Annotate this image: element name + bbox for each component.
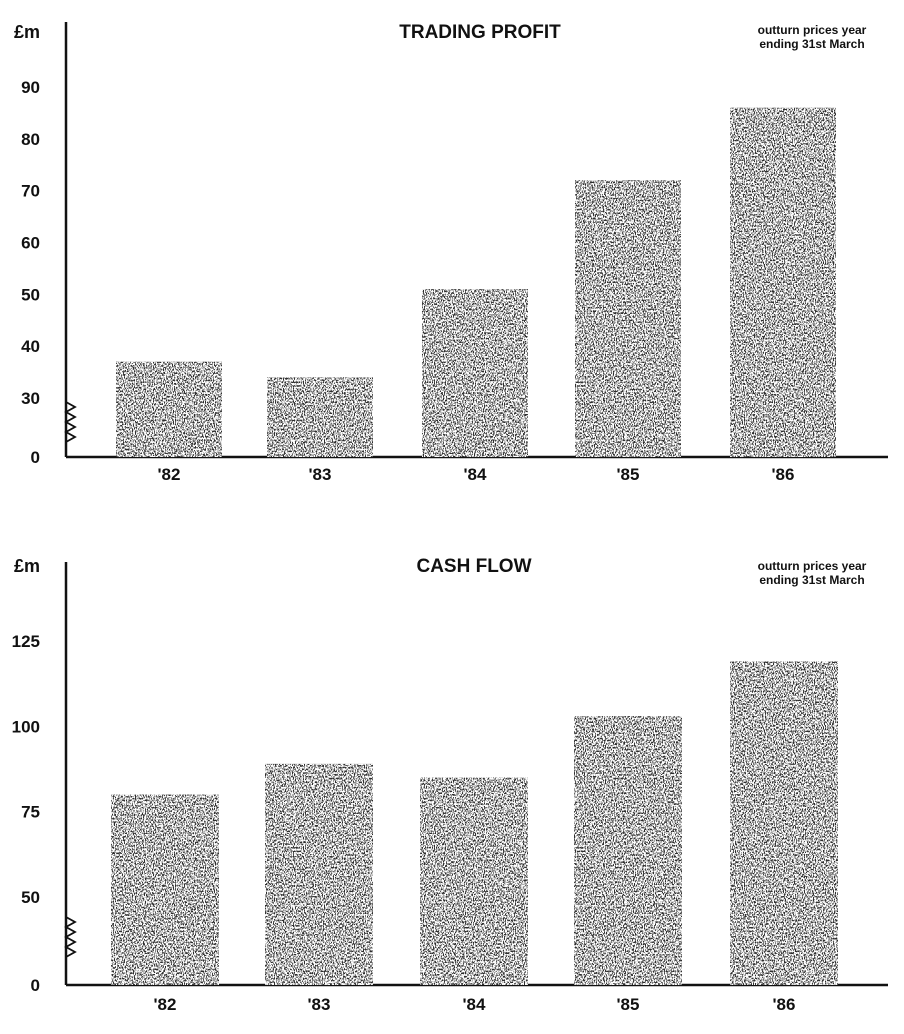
bar xyxy=(730,661,838,985)
y-tick-label: 100 xyxy=(12,717,40,736)
unit-label: £m xyxy=(14,556,40,576)
x-tick-labels: '82 '83 '84 '85 '86 xyxy=(158,465,795,484)
y-tick-label: 0 xyxy=(31,976,40,995)
x-tick-label: '83 xyxy=(309,465,332,484)
bar xyxy=(422,289,528,457)
x-tick-label: '85 xyxy=(617,995,640,1014)
y-tick-label: 125 xyxy=(12,632,40,651)
y-tick-labels: 0 30 40 50 60 70 80 90 xyxy=(21,78,40,467)
chart-cash-flow: £m CASH FLOW outturn prices year ending … xyxy=(12,556,888,1014)
chart-trading-profit: £m TRADING PROFIT outturn prices year en… xyxy=(14,22,888,484)
chart-title: CASH FLOW xyxy=(416,556,531,577)
y-tick-label: 90 xyxy=(21,78,40,97)
bar xyxy=(111,794,219,985)
y-tick-label: 50 xyxy=(21,285,40,304)
x-tick-label: '86 xyxy=(772,465,795,484)
chart-note-line1: outturn prices year xyxy=(758,559,867,573)
y-tick-label: 0 xyxy=(31,448,40,467)
bar xyxy=(574,716,682,985)
chart-title: TRADING PROFIT xyxy=(399,22,561,43)
axis-break-zigzag xyxy=(64,401,77,443)
y-tick-label: 60 xyxy=(21,234,40,253)
x-tick-label: '83 xyxy=(308,995,331,1014)
chart-note-line1: outturn prices year xyxy=(758,23,867,37)
chart-note-line2: ending 31st March xyxy=(759,573,864,587)
y-tick-label: 75 xyxy=(21,803,40,822)
x-tick-label: '82 xyxy=(158,465,181,484)
y-tick-label: 70 xyxy=(21,182,40,201)
x-tick-label: '82 xyxy=(154,995,177,1014)
bar xyxy=(420,777,528,985)
bar xyxy=(265,763,373,985)
bar xyxy=(575,180,681,458)
x-tick-label: '86 xyxy=(773,995,796,1014)
axis-break-zigzag xyxy=(64,916,77,958)
y-tick-labels: 0 50 75 100 125 xyxy=(12,632,40,995)
bars xyxy=(111,661,838,985)
x-tick-label: '84 xyxy=(463,995,486,1014)
x-tick-labels: '82 '83 '84 '85 '86 xyxy=(154,995,796,1014)
bar xyxy=(730,107,836,457)
x-tick-label: '85 xyxy=(617,465,640,484)
chart-note-line2: ending 31st March xyxy=(759,37,864,51)
y-tick-label: 40 xyxy=(21,337,40,356)
unit-label: £m xyxy=(14,22,40,42)
bar xyxy=(116,361,222,457)
bars xyxy=(116,107,836,458)
bar xyxy=(267,377,373,457)
y-tick-label: 50 xyxy=(21,888,40,907)
x-tick-label: '84 xyxy=(464,465,487,484)
y-tick-label: 30 xyxy=(21,389,40,408)
y-tick-label: 80 xyxy=(21,130,40,149)
